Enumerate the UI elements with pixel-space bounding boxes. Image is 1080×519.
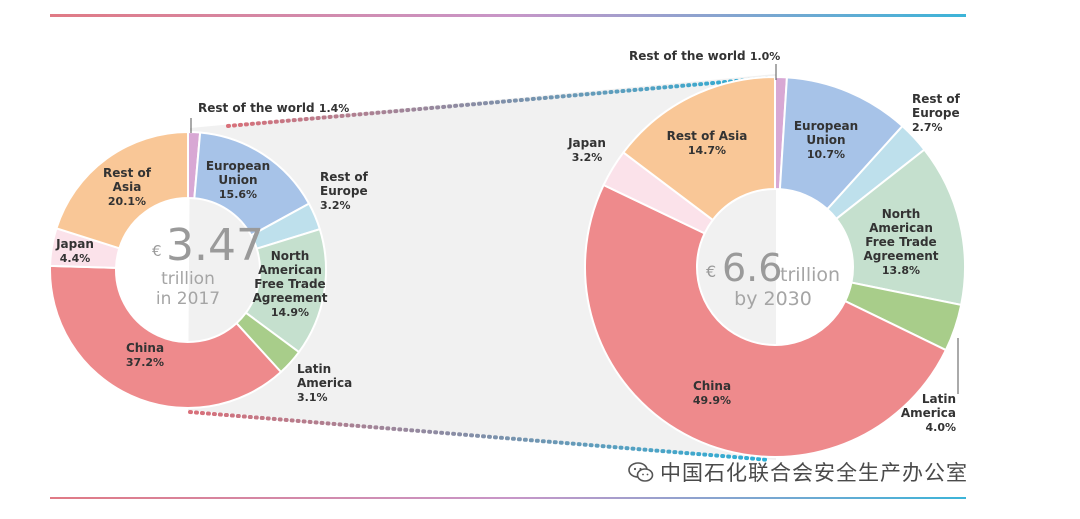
slice-rest-of-asia-2030 [622, 75, 776, 222]
label-rest-of-the-world-2017: Rest of the world 1.4% [198, 101, 349, 115]
donut-2030-slices [584, 75, 966, 458]
label-rest-of-asia-2030: Rest of Asia 14.7% [667, 129, 748, 157]
connector-top-dotted-line [226, 76, 772, 128]
donut-2030-center-value: € 6.6 trillion by 2030 [706, 246, 840, 310]
label-latin-america-2017: Latin America 3.1% [297, 362, 352, 404]
label-rest-of-europe-2030: Rest of Europe 2.7% [912, 92, 961, 134]
slice-china-2017 [49, 264, 283, 409]
donut-chart-2030: Rest of the world 1.0% European Union 10.7%… [567, 49, 966, 458]
total-unit-2017: trillion [161, 269, 215, 289]
label-china-2030: China 49.9% [693, 379, 731, 407]
label-rest-of-asia-2017: Rest of Asia 20.1% [103, 166, 152, 208]
slice-rest-of-asia-2017 [55, 130, 189, 250]
total-unit-2030: trillion [780, 264, 840, 286]
donut-2030-labels: Rest of the world 1.0% European Union 10.7%… [567, 49, 961, 434]
top-divider [50, 14, 966, 17]
total-period-2030: by 2030 [734, 288, 812, 310]
total-value-2017: 3.47 [166, 220, 264, 271]
label-rest-of-the-world-2030: Rest of the world 1.0% [629, 49, 780, 63]
total-period-2017: in 2017 [156, 289, 220, 309]
label-china-2017: China 37.2% [126, 341, 164, 369]
slice-china-2030 [584, 183, 948, 458]
donut-2017-slices [49, 130, 327, 409]
label-european-union-2030: European Union 10.7% [794, 119, 858, 161]
watermark-text: 中国石化联合会安全生产办公室 [660, 461, 968, 485]
connector-bottom-dotted-line [188, 410, 772, 462]
label-north-american-free-trade-agreement-2030: North American Free Trade Agreement 13.8% [864, 207, 939, 277]
donut-chart-2017: Rest of the world 1.4% European Union 15.6%… [49, 101, 369, 409]
currency-symbol-2017: € [152, 242, 162, 260]
label-latin-america-2030: Latin America 4.0% [901, 392, 956, 434]
total-value-2030: 6.6 [722, 246, 782, 290]
label-european-union-2017: European Union 15.6% [206, 159, 270, 201]
donut-2017-center-value: € 3.47 trillion in 2017 [152, 220, 264, 309]
slice-north-american-free-trade-agreement-2030 [834, 148, 966, 307]
currency-symbol-2030: € [706, 262, 716, 281]
bottom-divider [50, 497, 966, 499]
label-japan-2017: Japan 4.4% [55, 237, 94, 265]
watermark: 中国石化联合会安全生产办公室 [628, 457, 968, 487]
label-rest-of-europe-2017: Rest of Europe 3.2% [320, 170, 369, 212]
label-north-american-free-trade-agreement-2017: North American Free Trade Agreement 14.9% [253, 249, 328, 319]
donut-2017-labels: Rest of the world 1.4% European Union 15.6%… [55, 101, 369, 404]
wechat-icon [628, 462, 654, 482]
label-japan-2030: Japan 3.2% [567, 136, 606, 164]
